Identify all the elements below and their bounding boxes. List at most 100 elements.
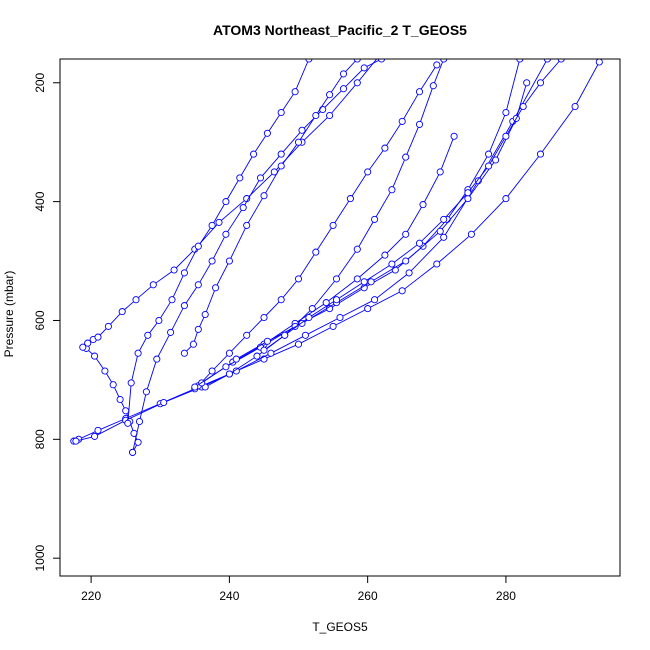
data-point [194,325,202,333]
data-point [485,150,493,158]
data-point [595,59,603,66]
data-point [502,108,510,117]
data-point [194,281,202,289]
series-line [263,59,562,351]
y-tick-label: 400 [33,191,47,211]
data-point [402,230,410,238]
data-point [429,82,437,90]
data-point [222,363,230,371]
data-point [104,322,112,330]
data-point [263,337,271,345]
data-point [433,260,441,268]
plot-frame [59,58,621,577]
data-point [260,192,268,200]
data-point [353,275,361,283]
data-point [180,269,188,277]
data-point [364,305,372,313]
data-point [367,278,375,286]
data-point [91,432,99,440]
data-point [312,111,320,120]
data-point [225,257,233,265]
data-point [168,296,176,304]
data-point [212,284,220,292]
data-point [294,138,303,146]
data-point [332,296,341,304]
data-point [353,79,361,87]
data-point [405,269,413,277]
data-point [201,310,209,319]
data-point [277,150,285,158]
data-point [298,126,306,134]
data-point [305,313,313,322]
y-tick-label: 600 [33,310,47,330]
data-point [467,230,475,238]
data-point [440,215,448,223]
data-point [291,88,299,96]
x-axis: 220 240 260 280 [81,576,516,603]
y-axis-label: Pressure (mbar) [2,271,16,358]
data-point [450,132,458,140]
data-point [371,215,379,223]
data-point [118,308,126,316]
data-point [339,85,348,93]
data-point [433,61,441,69]
data-point [388,186,396,194]
x-tick-label: 260 [358,589,378,603]
data-point [294,340,303,348]
plot-area [70,59,603,456]
data-point [419,201,427,209]
data-point [332,275,341,283]
data-point [398,287,406,295]
y-tick-label: 800 [33,429,47,449]
series-line [127,59,310,424]
data-point [243,221,251,229]
y-axis: 200 400 600 800 1000 [33,72,60,572]
data-point [84,339,92,347]
data-point [353,245,361,253]
data-point [502,195,510,203]
data-point [79,343,87,351]
data-point [256,174,265,182]
data-point [167,328,175,336]
data-point [326,91,334,99]
data-point [371,296,379,304]
data-point [294,275,303,283]
data-point [208,257,216,265]
data-point [170,266,178,274]
series-line [73,61,600,442]
data-point [322,299,330,307]
data-point [250,150,258,158]
series-5 [124,59,313,427]
data-point [149,281,157,289]
data-point [215,218,223,226]
data-point [180,349,188,357]
data-point [239,204,247,212]
data-point [232,355,240,363]
x-tick-label: 220 [81,589,101,603]
data-point [208,221,216,229]
data-point [571,102,579,111]
x-axis-label: T_GEOS5 [312,620,368,634]
data-point [222,198,230,206]
data-point [326,111,334,120]
data-point [281,331,289,339]
data-point [336,313,344,322]
data-point [191,383,199,391]
data-point [222,230,230,238]
data-point [132,296,140,304]
data-point [440,233,448,241]
data-point [346,195,354,203]
data-point [339,70,348,78]
data-point [263,129,271,137]
data-point [319,105,327,114]
data-point [94,426,102,434]
data-point [301,331,309,339]
data-point [415,120,424,128]
data-point [436,227,444,235]
data-point [485,162,493,170]
data-point [536,150,545,158]
data-point [160,398,168,407]
data-point [144,331,152,339]
x-tick-label: 280 [496,589,516,603]
data-point [381,144,389,152]
